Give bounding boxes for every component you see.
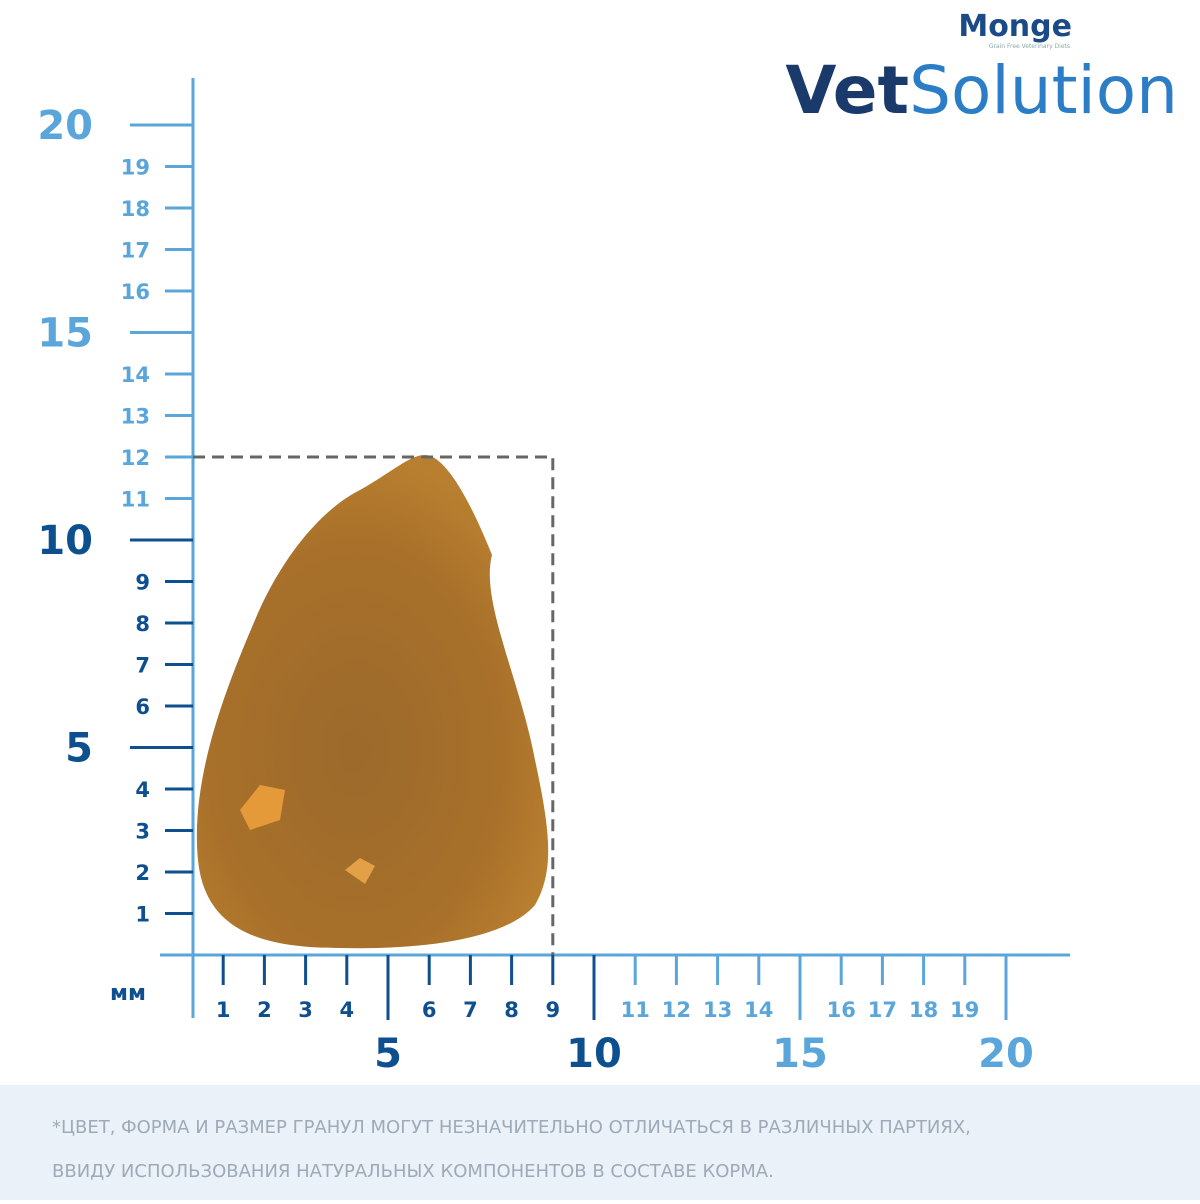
x-tick-label: 6 <box>422 998 437 1022</box>
kibble-fleck <box>240 785 285 830</box>
kibble-fleck <box>345 858 375 884</box>
axes <box>160 78 1070 1018</box>
x-major-label: 5 <box>374 1031 402 1077</box>
x-tick-label: 1 <box>216 998 231 1022</box>
y-major-label: 20 <box>37 103 93 149</box>
y-tick-label: 3 <box>135 820 150 844</box>
x-major-label: 10 <box>566 1031 622 1077</box>
brand-tagline: Grain Free Veterinary Diets <box>989 43 1070 50</box>
y-tick-label: 9 <box>135 571 150 595</box>
x-tick-label: 18 <box>909 998 938 1022</box>
x-tick-label: 16 <box>827 998 856 1022</box>
y-tick-label: 17 <box>121 239 150 263</box>
kibble-size-box <box>193 455 555 955</box>
y-tick-label: 14 <box>121 363 150 387</box>
x-tick-label: 13 <box>703 998 732 1022</box>
kibble-photo <box>196 455 549 949</box>
y-tick-label: 19 <box>121 156 150 180</box>
y-tick-label: 4 <box>135 778 150 802</box>
unit-label: мм <box>110 981 146 1006</box>
brand-maker: Monge <box>958 9 1072 44</box>
brand-product: VetSolution <box>785 52 1178 129</box>
note-line: ВВИДУ ИСПОЛЬЗОВАНИЯ НАТУРАЛЬНЫХ КОМПОНЕН… <box>52 1161 774 1182</box>
y-tick-label: 8 <box>135 612 150 636</box>
y-major-label: 15 <box>37 311 93 357</box>
x-tick-label: 4 <box>339 998 354 1022</box>
y-tick-label: 1 <box>135 903 150 927</box>
x-tick-label: 19 <box>950 998 979 1022</box>
x-major-label: 15 <box>772 1031 828 1077</box>
y-tick-label: 12 <box>121 446 150 470</box>
x-tick-label: 14 <box>744 998 773 1022</box>
x-tick-label: 12 <box>662 998 691 1022</box>
product-light: Solution <box>909 52 1178 129</box>
y-major-label: 5 <box>65 726 93 772</box>
x-tick-label: 17 <box>868 998 897 1022</box>
x-tick-label: 3 <box>298 998 313 1022</box>
x-tick-label: 2 <box>257 998 272 1022</box>
y-tick-label: 2 <box>135 861 150 885</box>
x-major-label: 20 <box>978 1031 1034 1077</box>
y-tick-label: 13 <box>121 405 150 429</box>
x-tick-label: 11 <box>621 998 650 1022</box>
y-tick-label: 18 <box>121 197 150 221</box>
x-tick-label: 7 <box>463 998 478 1022</box>
x-tick-label: 8 <box>504 998 519 1022</box>
y-tick-label: 11 <box>121 488 150 512</box>
product-bold: Vet <box>785 52 909 129</box>
note-band <box>0 1085 1200 1200</box>
y-tick-label: 7 <box>135 654 150 678</box>
y-major-label: 10 <box>37 518 93 564</box>
y-tick-label: 6 <box>135 695 150 719</box>
note-line: *ЦВЕТ, ФОРМА И РАЗМЕР ГРАНУЛ МОГУТ НЕЗНА… <box>52 1117 971 1138</box>
y-tick-label: 16 <box>121 280 150 304</box>
x-tick-label: 9 <box>545 998 560 1022</box>
